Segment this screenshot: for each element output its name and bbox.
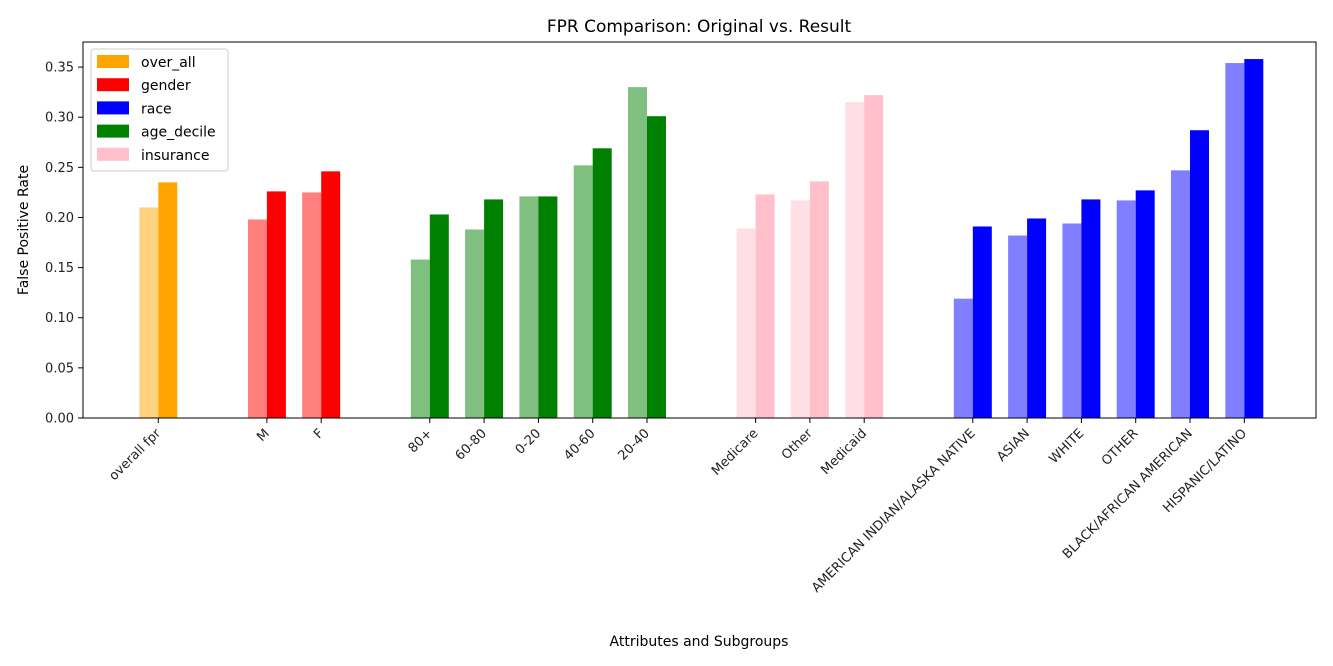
bar-original-0-20	[519, 196, 539, 418]
chart-title: FPR Comparison: Original vs. Result	[547, 17, 852, 37]
y-tick-label: 0.30	[45, 111, 74, 126]
bar-result-hispanic-latino	[1244, 59, 1264, 418]
x-tick-label: overall fpr	[106, 426, 164, 484]
legend-label-insurance: insurance	[141, 148, 209, 164]
y-tick-label: 0.15	[45, 261, 74, 276]
bar-original-asian	[1008, 235, 1028, 418]
x-axis-label: Attributes and Subgroups	[610, 634, 789, 650]
bar-result-other	[1135, 190, 1155, 418]
bar-result-20-40	[647, 116, 666, 419]
x-tick-label: Other	[779, 426, 816, 463]
bar-result-medicaid	[864, 95, 884, 419]
x-tick-label: 0-20	[513, 426, 544, 457]
legend-swatch-age-decile	[97, 124, 129, 138]
legend-swatch-race	[97, 101, 129, 115]
bar-result-0-20	[538, 196, 558, 418]
bar-original-overall-fpr	[139, 207, 159, 418]
x-tick-label: WHITE	[1046, 426, 1087, 467]
bar-original-medicaid	[845, 102, 865, 418]
bar-original-f	[302, 192, 322, 418]
x-tick-label: 40-60	[561, 426, 598, 463]
legend-label-over-all: over_all	[141, 55, 196, 71]
bar-result-american-indian-alaska-native	[972, 226, 992, 418]
x-tick-label: 80+	[406, 426, 436, 456]
bar-result-60-80	[484, 199, 504, 418]
bar-original-hispanic-latino	[1225, 63, 1245, 418]
bar-original-other	[1116, 200, 1136, 418]
legend-swatch-insurance	[97, 147, 129, 161]
bar-result-overall-fpr	[158, 182, 178, 418]
bar-original-black-african-american	[1171, 170, 1190, 418]
bar-result-black-african-american	[1190, 130, 1209, 418]
bars-layer	[139, 59, 1264, 419]
bar-result-medicare	[755, 194, 775, 418]
bar-original-60-80	[465, 229, 485, 418]
legend-label-age-decile: age_decile	[141, 125, 216, 141]
legend-label-race: race	[141, 101, 172, 117]
y-tick-label: 0.20	[45, 211, 74, 226]
y-axis: 0.00 0.05 0.10 0.15 0.20 0.25 0.30 0.35	[45, 61, 83, 427]
x-tick-label: ASIAN	[994, 426, 1033, 465]
bar-original-american-indian-alaska-native	[953, 298, 973, 418]
x-axis: overall fpr M F 80+ 60-80 0-20 40-60 20-40 Medic…	[106, 418, 1250, 596]
legend-swatch-over-all	[97, 55, 129, 68]
y-tick-label: 0.35	[45, 61, 74, 76]
bar-original-80	[410, 259, 430, 418]
bar-original-other	[790, 200, 810, 418]
y-tick-label: 0.25	[45, 161, 74, 176]
y-tick-label: 0.10	[45, 311, 74, 326]
legend-swatch-gender	[97, 78, 129, 92]
x-tick-label: Medicare	[709, 426, 762, 479]
plot-frame	[82, 41, 1317, 419]
x-tick-label: Medicaid	[818, 426, 870, 478]
bar-result-m	[266, 191, 286, 418]
x-tick-label: 20-40	[616, 426, 653, 463]
bar-result-f	[321, 171, 341, 418]
bar-original-white	[1062, 223, 1082, 418]
y-axis-label: False Positive Rate	[16, 165, 32, 295]
bar-result-40-60	[592, 148, 612, 419]
x-tick-label: F	[311, 426, 327, 442]
legend-label-gender: gender	[141, 78, 191, 94]
bar-original-20-40	[628, 87, 647, 419]
bar-result-other	[809, 181, 829, 418]
bar-original-40-60	[573, 165, 593, 418]
bar-result-white	[1081, 199, 1101, 418]
y-tick-label: 0.05	[45, 361, 74, 376]
x-tick-label: M	[254, 426, 273, 445]
bar-original-medicare	[736, 228, 756, 418]
bar-original-m	[247, 219, 267, 418]
y-tick-label: 0.00	[45, 412, 74, 427]
bar-result-80	[429, 214, 449, 418]
bar-result-asian	[1027, 218, 1047, 418]
x-tick-label: OTHER	[1099, 426, 1142, 469]
x-tick-label: 60-80	[453, 426, 490, 463]
